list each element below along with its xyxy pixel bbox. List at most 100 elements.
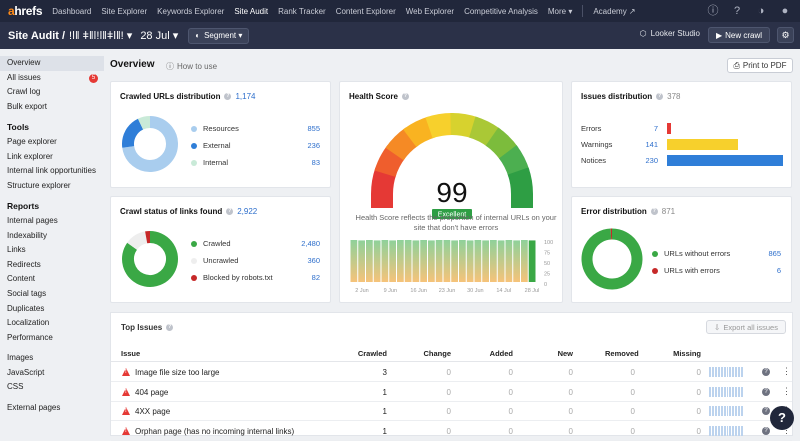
column-header-crawled[interactable]: Crawled <box>357 349 387 358</box>
history-bar[interactable] <box>529 240 536 282</box>
sidebar-item-bulk-export[interactable]: Bulk export <box>0 100 104 115</box>
legend-value[interactable]: 360 <box>307 256 320 265</box>
help-chat-button[interactable]: ? <box>770 406 794 430</box>
column-header-missing[interactable]: Missing <box>671 349 701 358</box>
issue-name[interactable]: Orphan page (has no incoming internal li… <box>135 427 294 436</box>
sidebar-item-external-pages[interactable]: External pages <box>0 401 104 416</box>
history-bar[interactable] <box>444 240 451 282</box>
legend-value[interactable]: 855 <box>307 124 320 133</box>
sidebar-item-content[interactable]: Content <box>0 272 104 287</box>
legend-value[interactable]: 236 <box>307 141 320 150</box>
issue-type-value[interactable]: 141 <box>632 140 658 149</box>
history-bar[interactable] <box>389 240 396 282</box>
column-header-issue[interactable]: Issue <box>121 349 140 358</box>
nav-site-audit[interactable]: Site Audit <box>234 7 268 16</box>
sidebar-item-redirects[interactable]: Redirects <box>0 258 104 273</box>
legend-item[interactable]: Blocked by robots.txt <box>191 273 273 282</box>
legend-value[interactable]: 82 <box>312 273 320 282</box>
account-icon[interactable]: ● <box>778 4 792 18</box>
column-header-added[interactable]: Added <box>483 349 513 358</box>
legend-item[interactable]: Internal <box>191 158 228 167</box>
issue-bar[interactable] <box>667 123 671 134</box>
history-bar[interactable] <box>521 240 528 282</box>
history-bar[interactable] <box>358 240 365 282</box>
question-icon[interactable]: ? <box>166 324 173 331</box>
issue-type-value[interactable]: 230 <box>632 156 658 165</box>
donut-slice[interactable] <box>132 237 146 246</box>
project-selector[interactable]: ǃǀǁ ǂǁǀǃǀǁǂǀǁǃ ▾ <box>69 29 132 42</box>
info-icon[interactable]: ⓘ <box>706 4 720 18</box>
history-bar[interactable] <box>374 240 381 282</box>
sidebar-item-internal-pages[interactable]: Internal pages <box>0 214 104 229</box>
history-bar[interactable] <box>436 240 443 282</box>
legend-value[interactable]: 6 <box>777 266 781 275</box>
sidebar-item-links[interactable]: Links <box>0 243 104 258</box>
question-icon[interactable]: ? <box>226 208 233 215</box>
legend-item[interactable]: Resources <box>191 124 239 133</box>
sidebar-item-link-explorer[interactable]: Link explorer <box>0 150 104 165</box>
question-icon[interactable]: ? <box>762 388 770 396</box>
nav-content-explorer[interactable]: Content Explorer <box>336 7 396 16</box>
looker-studio-link[interactable]: ⬡Looker Studio <box>640 29 700 38</box>
table-row[interactable]: Orphan page (has no incoming internal li… <box>111 422 792 441</box>
history-bar[interactable] <box>366 240 373 282</box>
nav-site-explorer[interactable]: Site Explorer <box>101 7 147 16</box>
donut-slice[interactable] <box>128 124 141 147</box>
history-bar[interactable] <box>382 240 389 282</box>
notifications-icon[interactable]: ◑ <box>754 4 768 18</box>
legend-value[interactable]: 2,480 <box>301 239 320 248</box>
question-icon[interactable]: ? <box>224 93 231 100</box>
legend-item[interactable]: Uncrawled <box>191 256 238 265</box>
issue-bar[interactable] <box>667 139 738 150</box>
issue-name[interactable]: 404 page <box>135 388 168 397</box>
sidebar-item-performance[interactable]: Performance <box>0 331 104 346</box>
sidebar-item-indexability[interactable]: Indexability <box>0 229 104 244</box>
legend-item[interactable]: Crawled <box>191 239 231 248</box>
donut-slice[interactable] <box>141 122 150 124</box>
history-bar[interactable] <box>467 240 474 282</box>
nav-competitive-analysis[interactable]: Competitive Analysis <box>464 7 538 16</box>
history-bar[interactable] <box>351 240 358 282</box>
history-bar[interactable] <box>405 240 412 282</box>
history-bar[interactable] <box>475 240 482 282</box>
issue-name[interactable]: Image file size too large <box>135 368 220 377</box>
more-icon[interactable]: ⋮ <box>782 386 791 397</box>
sidebar-item-duplicates[interactable]: Duplicates <box>0 302 104 317</box>
new-crawl-button[interactable]: ▶New crawl <box>708 27 770 43</box>
question-icon[interactable]: ? <box>651 208 658 215</box>
legend-item[interactable]: URLs without errors <box>652 249 730 258</box>
help-circle-icon[interactable]: ? <box>730 4 744 18</box>
nav-more[interactable]: More ▾ <box>548 7 572 16</box>
export-all-issues-button[interactable]: ⇩Export all issues <box>706 320 786 334</box>
legend-value[interactable]: 865 <box>768 249 781 258</box>
column-header-removed[interactable]: Removed <box>605 349 635 358</box>
nav-dashboard[interactable]: Dashboard <box>52 7 91 16</box>
nav-keywords-explorer[interactable]: Keywords Explorer <box>157 7 224 16</box>
sidebar-item-crawl-log[interactable]: Crawl log <box>0 85 104 100</box>
question-icon[interactable]: ? <box>656 93 663 100</box>
history-bar[interactable] <box>413 240 420 282</box>
date-selector[interactable]: 28 Jul ▾ <box>140 29 178 42</box>
history-bar[interactable] <box>482 240 489 282</box>
nav-rank-tracker[interactable]: Rank Tracker <box>278 7 326 16</box>
settings-button[interactable]: ⚙ <box>777 27 794 43</box>
sidebar-item-page-explorer[interactable]: Page explorer <box>0 135 104 150</box>
question-icon[interactable]: ? <box>762 427 770 435</box>
sidebar-item-javascript[interactable]: JavaScript <box>0 366 104 381</box>
issue-type-value[interactable]: 7 <box>632 124 658 133</box>
nav-academy[interactable]: Academy ↗ <box>593 7 635 16</box>
sidebar-item-localization[interactable]: Localization <box>0 316 104 331</box>
legend-item[interactable]: URLs with errors <box>652 266 720 275</box>
history-bar[interactable] <box>506 240 513 282</box>
legend-value[interactable]: 83 <box>312 158 320 167</box>
sidebar-item-images[interactable]: Images <box>0 351 104 366</box>
history-bar[interactable] <box>420 240 427 282</box>
history-bar[interactable] <box>428 240 435 282</box>
column-header-change[interactable]: Change <box>421 349 451 358</box>
question-icon[interactable]: ? <box>762 368 770 376</box>
sidebar-item-overview[interactable]: Overview <box>0 56 104 71</box>
history-bar[interactable] <box>513 240 520 282</box>
